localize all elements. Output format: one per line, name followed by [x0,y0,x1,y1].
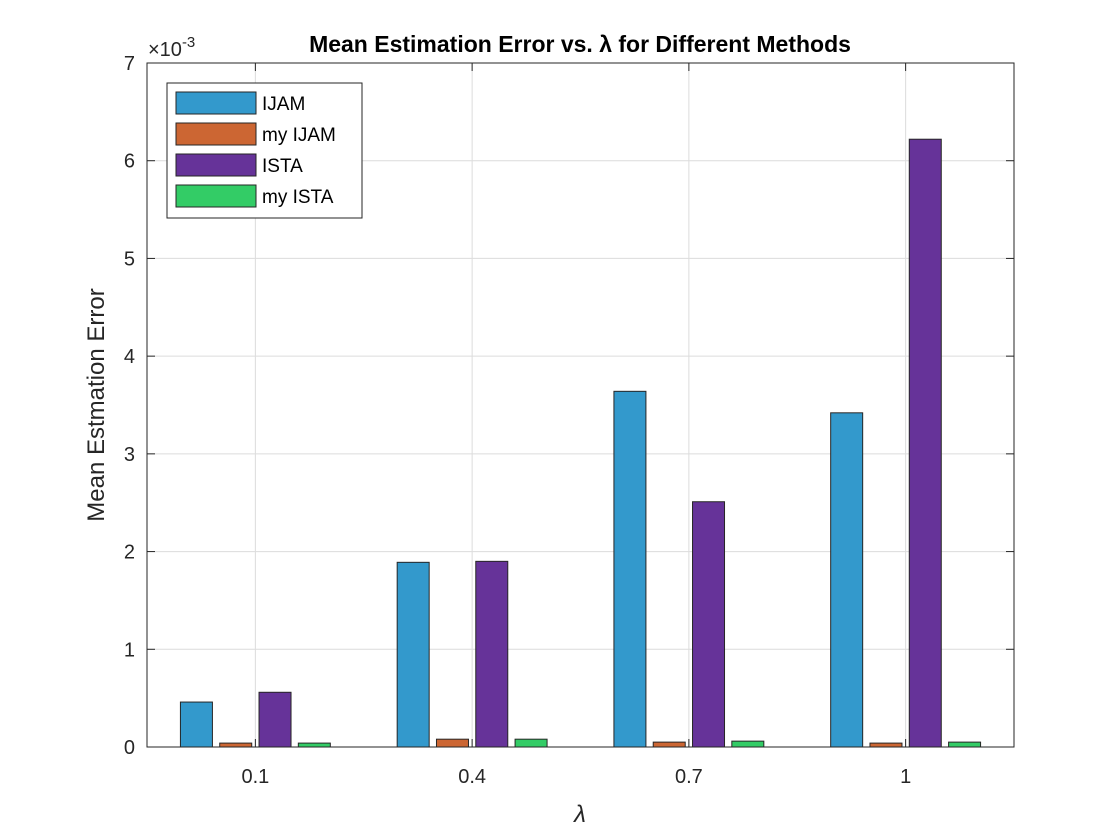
bars [179,138,982,748]
x-tick-label: 0.1 [241,766,269,788]
y-tick-label: 0 [124,737,135,759]
bar-my-ijam-0.1 [219,742,253,748]
x-tick-label: 0.7 [675,766,703,788]
x-tick-label: 0.4 [458,766,486,788]
bar-my-ijam-1 [869,742,903,748]
y-tick-label: 3 [124,444,135,466]
legend-entry: ISTA [262,156,303,177]
plot-frame [146,62,1015,748]
bar-my-ijam-0.7 [652,741,686,748]
y-tick-label: 5 [124,248,135,270]
legend-swatch [175,153,257,177]
legend-entry: my ISTA [262,187,334,208]
bar-my-ista-0.7 [731,740,765,748]
bar-ijam-0.1 [179,701,213,748]
bar-my-ista-0.1 [297,742,331,748]
bar-ista-0.4 [475,560,509,748]
legend-swatch [175,184,257,208]
y-tick-label: 1 [124,639,135,661]
bar-ista-0.1 [258,691,292,748]
legend-entry: my IJAM [262,125,336,146]
bar-ijam-0.4 [396,561,430,748]
legend-swatch [175,122,257,146]
bar-my-ista-1 [948,741,982,748]
chart-title: Mean Estimation Error vs. λ for Differen… [309,31,851,57]
bar-ijam-0.7 [613,390,647,748]
legend-swatch [175,91,257,115]
x-tick-label: 1 [900,766,911,788]
bar-my-ista-0.4 [514,738,548,748]
y-axis-label: Mean Estmation Error [83,288,110,521]
axis-ticks: 0 1 2 3 4 5 6 7 0.1 0.4 0.7 1 [124,53,1014,788]
y-tick-label: 4 [124,346,135,368]
y-tick-label: 7 [124,53,135,75]
bar-ista-1 [908,138,942,748]
y-exponent: ×10-3 [148,34,195,61]
legend: IJAM my IJAM ISTA my ISTA [166,82,363,219]
bar-ijam-1 [830,412,864,748]
bar-my-ijam-0.4 [435,738,469,748]
y-tick-label: 2 [124,542,135,564]
legend-entry: IJAM [262,94,305,115]
x-axis-label: λ [572,801,586,828]
y-tick-label: 6 [124,151,135,173]
bar-ista-0.7 [692,501,726,748]
